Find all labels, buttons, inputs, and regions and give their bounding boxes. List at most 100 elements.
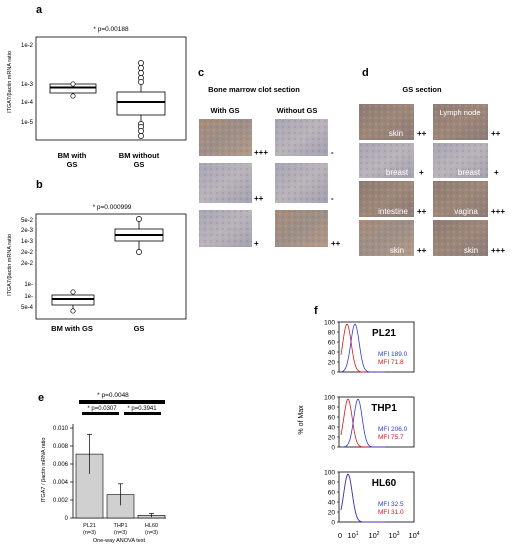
panel-a-ytick: 1e-3 xyxy=(21,82,34,88)
histogram-ytick-label: 80 xyxy=(328,479,336,486)
gs-tissue-left-4: skin xyxy=(390,246,404,255)
panel-c-col-without-gs: Without GS xyxy=(277,106,318,115)
panel-e-xlabels: PL21(n=3)THP1(n=3)HL60(n=3) xyxy=(83,523,158,536)
panel-e-ytick-label: 0.004 xyxy=(53,480,69,486)
panel-a-ytick: 1e-2 xyxy=(21,43,34,49)
gs-grade-left-1: ++ xyxy=(417,129,427,138)
histogram-ytick-label: 80 xyxy=(328,404,336,411)
histogram-ytick-label: 0 xyxy=(331,519,335,526)
panel-e-xlabel: (n=3) xyxy=(145,530,158,536)
panel-a: a * p=0.00188 ITGA7/βactin mRNA ratio 1e… xyxy=(7,4,187,169)
panel-a-xlabel-bm-with: BM with xyxy=(58,151,87,160)
histogram-ytick-label: 20 xyxy=(328,434,336,441)
histogram-ytick-label: 0 xyxy=(331,444,335,451)
panel-a-plot-frame xyxy=(35,36,187,141)
panel-a-ytick: 1e-4 xyxy=(21,100,34,106)
panel-e-ytick-label: 0.008 xyxy=(53,444,69,450)
panel-a-pvalue: * p=0.00188 xyxy=(93,26,129,33)
gs-grade-right-2: + xyxy=(494,168,499,177)
panel-f-xaxis-labels: 0 101 102 103 104 xyxy=(338,531,420,540)
panel-e-yaxis: 0.010 0.008 0.006 0.004 0.002 0 xyxy=(53,426,73,522)
panel-e-p-right: * p=0.3941 xyxy=(127,406,157,412)
histogram-ytick-label: 60 xyxy=(328,414,336,421)
histogram-ytick-label: 40 xyxy=(328,499,336,506)
panel-b: b * p=0.000999 ITGA7/βactin mRNA ratio 5… xyxy=(7,179,187,333)
histogram-cell-line: HL60 xyxy=(372,478,397,489)
grade-with-gs-1: +++ xyxy=(254,148,268,157)
histogram-ytick-label: 40 xyxy=(328,424,336,431)
panel-f-xtick-0: 0 xyxy=(338,531,342,540)
panel-a-xlabel-bm-without: BM without xyxy=(119,151,160,160)
histogram-ytick-label: 40 xyxy=(328,349,336,356)
grade-with-gs-2: ++ xyxy=(254,194,264,203)
panel-b-ytick: 2e-2 xyxy=(21,250,34,256)
histogram-ytick-label: 0 xyxy=(331,369,335,376)
panel-f-ylabel: % of Max xyxy=(298,405,305,435)
histogram-ytick-label: 60 xyxy=(328,339,336,346)
panel-e-bars xyxy=(75,433,166,519)
panel-a-xlabels: BM with GS BM without GS xyxy=(58,151,160,169)
panel-a-ytick: 1e-5 xyxy=(21,120,34,126)
panel-b-xlabel-gs: GS xyxy=(134,324,145,333)
mfi-red-label: MFI 31.0 xyxy=(378,509,404,516)
histogram-ytick-label: 100 xyxy=(324,469,335,476)
panel-e: e * p=0.0048 * p=0.0307 * p=0.3941 ITGA7… xyxy=(38,392,166,544)
mfi-blue-label: MFI 32.5 xyxy=(378,501,404,508)
panel-b-yticks: 5e-2 2e-3 1e-3 2e-2 2e-2 1e- 1e- 5e-4 xyxy=(21,218,34,311)
histogram-itga7-curve xyxy=(341,398,385,448)
panel-e-xlabel: (n=3) xyxy=(114,530,127,536)
panel-e-xlabel: THP1 xyxy=(113,523,127,529)
panel-e-ytick-label: 0.002 xyxy=(53,498,69,504)
panel-b-ytick: 5e-2 xyxy=(21,218,34,224)
panel-b-ytick: 1e- xyxy=(24,294,33,300)
panel-f-xtick-1: 101 xyxy=(347,531,358,540)
mfi-blue-label: MFI 206.0 xyxy=(378,426,408,433)
panel-a-letter: a xyxy=(36,4,43,16)
panel-e-footer: One-way ANOVA test xyxy=(93,538,146,544)
panel-e-xlabel: PL21 xyxy=(83,523,96,529)
grade-without-gs-2: - xyxy=(331,194,334,203)
gs-tissue-left-3: intestine xyxy=(378,207,408,216)
histogram-ytick-label: 100 xyxy=(324,394,335,401)
histogram-ytick-label: 100 xyxy=(324,319,335,326)
mfi-red-label: MFI 75.7 xyxy=(378,434,404,441)
gs-grade-left-3: ++ xyxy=(417,207,427,216)
panel-d-title: GS section xyxy=(402,85,442,94)
panel-c-letter: c xyxy=(198,67,204,79)
panel-d-letter: d xyxy=(362,67,369,79)
panel-e-letter: e xyxy=(38,392,44,404)
panel-a-box-bm-without-gs xyxy=(116,60,166,139)
panel-f-xtick-4: 104 xyxy=(408,531,419,540)
gs-tissue-left-1: skin xyxy=(389,129,403,138)
panel-e-xlabel: HL60 xyxy=(145,523,158,529)
panel-a-yticks: 1e-2 1e-3 1e-4 1e-5 xyxy=(21,43,34,126)
histogram-itga7-curve xyxy=(340,473,385,523)
panel-b-xlabel-bm-with-gs: BM with GS xyxy=(51,324,93,333)
gs-grade-right-1: ++ xyxy=(491,129,501,138)
gs-grade-left-4: ++ xyxy=(417,246,427,255)
panel-b-ylabel: ITGA7/βactin mRNA ratio xyxy=(7,234,13,296)
panel-c: c Bone marrow clot section With GS Witho… xyxy=(198,67,341,248)
panel-e-p-left: * p=0.0307 xyxy=(87,406,117,412)
grade-without-gs-1: - xyxy=(331,148,334,157)
panel-b-box-bm-with-gs xyxy=(51,289,95,314)
panel-d: d GS section skin breast intestine skin … xyxy=(359,67,505,256)
gs-tissue-right-2: breast xyxy=(458,168,481,177)
panel-b-ytick: 2e-2 xyxy=(21,261,34,267)
grade-with-gs-3: + xyxy=(254,239,259,248)
gs-tissue-right-3: vagina xyxy=(454,207,478,216)
gs-tissue-right-1: Lymph node xyxy=(439,108,480,117)
panel-b-pvalue: * p=0.000999 xyxy=(93,204,132,211)
panel-b-letter: b xyxy=(36,179,43,191)
histogram-itga7-curve xyxy=(340,323,385,373)
gs-grade-right-4: +++ xyxy=(491,246,505,255)
panel-b-ytick: 2e-3 xyxy=(21,228,34,234)
gs-tissue-left-2: breast xyxy=(386,168,409,177)
histogram-cell-line: THP1 xyxy=(371,403,397,414)
panel-c-col-with-gs: With GS xyxy=(210,106,239,115)
